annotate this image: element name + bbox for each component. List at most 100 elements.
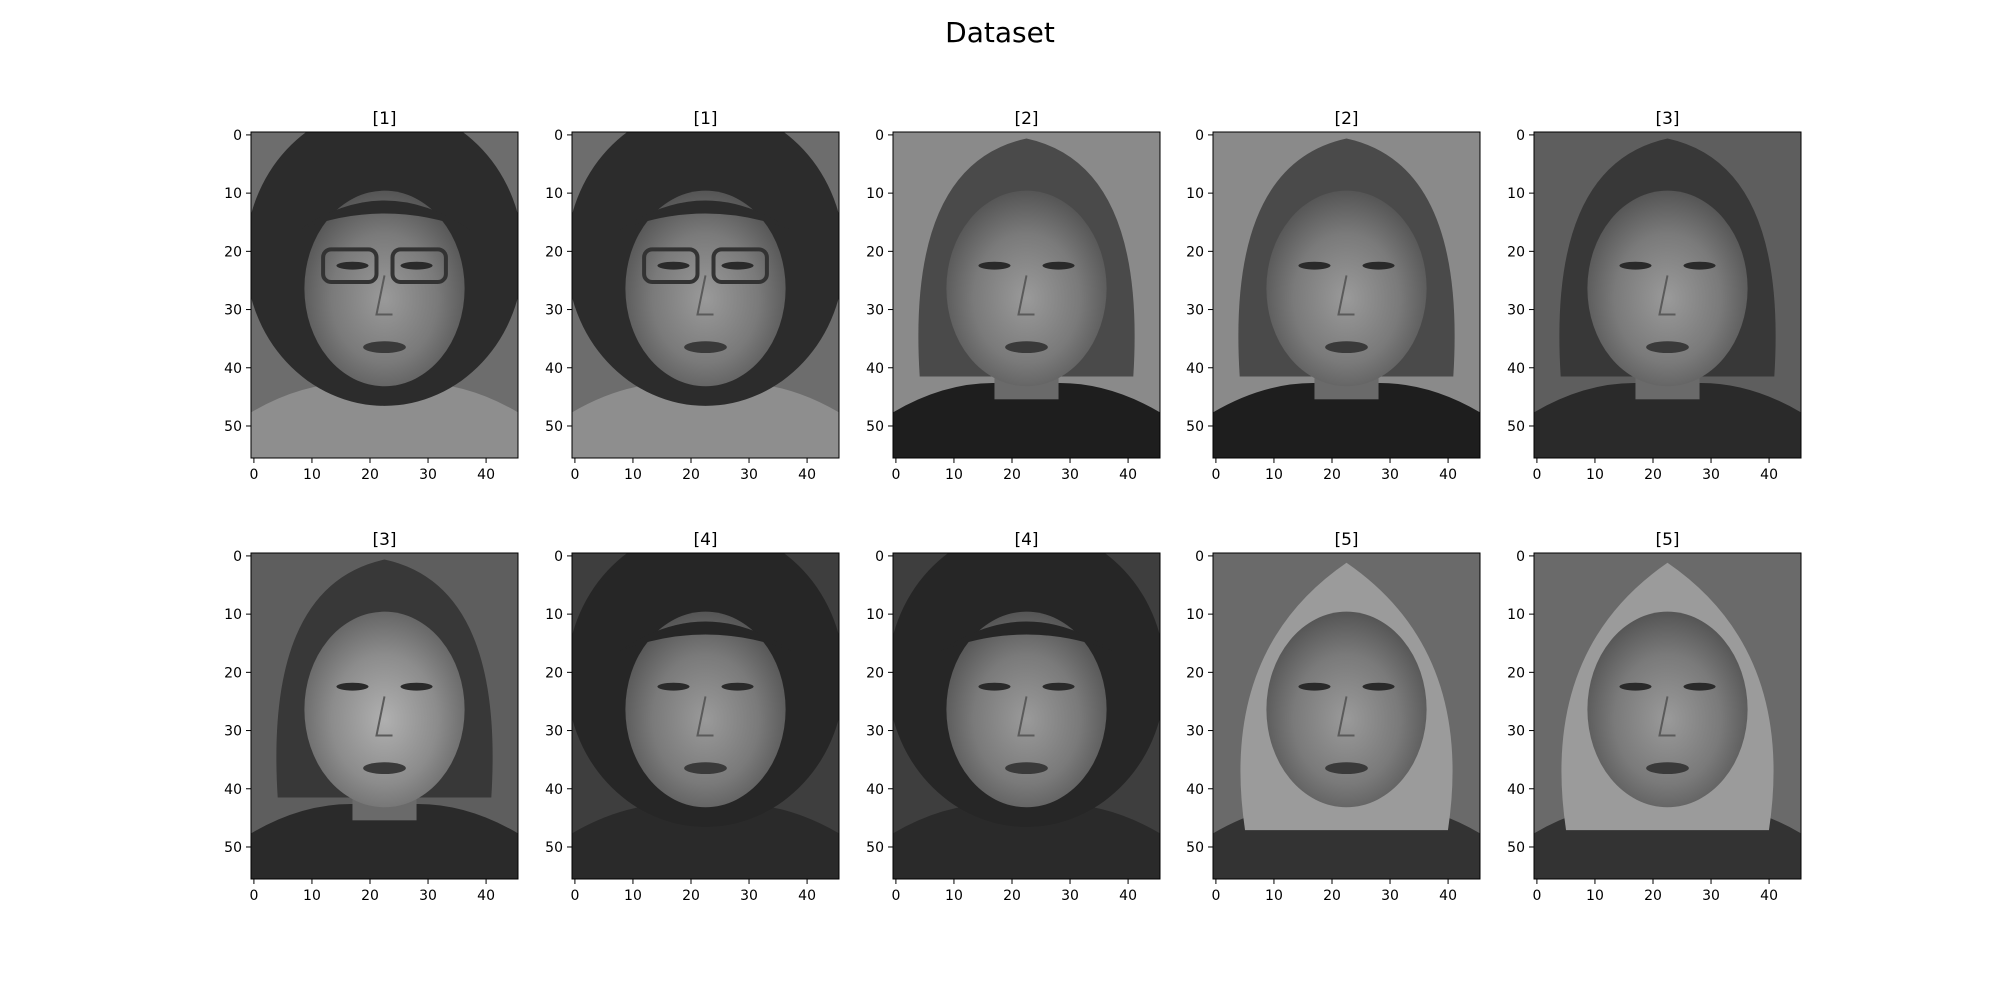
image-eye-left bbox=[978, 261, 1011, 270]
image-fringe bbox=[620, 621, 791, 651]
y-tick-label: 20 bbox=[224, 244, 242, 260]
subplot-title: [5] bbox=[1655, 530, 1679, 550]
image-mouth bbox=[1005, 762, 1048, 775]
image-eye-right bbox=[1683, 261, 1716, 270]
x-tick-label: 40 bbox=[1439, 888, 1457, 904]
image-face bbox=[625, 190, 786, 387]
x-tick-label: 30 bbox=[1061, 888, 1079, 904]
y-tick-label: 10 bbox=[866, 186, 884, 202]
x-tick-label: 10 bbox=[624, 467, 642, 483]
x-tick-label: 30 bbox=[1381, 888, 1399, 904]
y-tick-label: 50 bbox=[1186, 840, 1204, 856]
y-tick-label: 10 bbox=[866, 607, 884, 623]
subplot-frame bbox=[1533, 131, 1802, 459]
image-glasses-right bbox=[711, 247, 769, 284]
image-shoulders bbox=[572, 383, 839, 458]
y-tick-label: 50 bbox=[866, 419, 884, 435]
y-tick-label: 10 bbox=[545, 607, 563, 623]
image-nose bbox=[1337, 275, 1355, 316]
subplot-frame bbox=[1212, 552, 1481, 880]
y-tick-label: 50 bbox=[866, 840, 884, 856]
image-eye-left bbox=[336, 682, 369, 691]
image-nose bbox=[1337, 696, 1355, 737]
y-tick-label: 30 bbox=[866, 724, 884, 740]
y-tick-label: 40 bbox=[545, 361, 563, 377]
image-eye-left bbox=[1298, 261, 1331, 270]
image-shoulders bbox=[893, 804, 1160, 879]
image-nose bbox=[375, 275, 393, 316]
image-glasses-right bbox=[390, 247, 448, 284]
image-eye-right bbox=[1683, 682, 1716, 691]
x-tick-label: 10 bbox=[1586, 888, 1604, 904]
x-tick-label: 20 bbox=[1323, 467, 1341, 483]
image-face bbox=[946, 611, 1107, 808]
x-tick-label: 40 bbox=[1760, 467, 1778, 483]
image-shoulders bbox=[893, 383, 1160, 458]
subplot-panel: [3] 0 10 20 30 40 0 10 20 30 40 50 bbox=[1507, 109, 1802, 483]
subplot-title: [4] bbox=[693, 530, 717, 550]
image-eye-right bbox=[721, 682, 754, 691]
subplot-image bbox=[1213, 553, 1480, 879]
subplot-image bbox=[893, 132, 1160, 458]
subplot-image bbox=[572, 553, 839, 879]
x-tick-label: 20 bbox=[1644, 888, 1662, 904]
y-tick-label: 30 bbox=[224, 303, 242, 319]
image-face bbox=[304, 190, 465, 387]
y-tick-label: 0 bbox=[875, 549, 884, 565]
x-tick-label: 10 bbox=[945, 467, 963, 483]
panels: [1] 0 10 20 30 40 0 10 20 30 40 50 [1] 0 10 20 30 40 0 10 20… bbox=[224, 109, 1802, 904]
y-tick-label: 50 bbox=[1507, 419, 1525, 435]
figure-title: Dataset bbox=[945, 16, 1055, 49]
x-tick-label: 0 bbox=[570, 467, 579, 483]
y-tick-label: 0 bbox=[875, 128, 884, 144]
y-tick-label: 10 bbox=[224, 186, 242, 202]
y-tick-label: 30 bbox=[1507, 303, 1525, 319]
image-eye-right bbox=[400, 682, 433, 691]
y-tick-label: 50 bbox=[1507, 840, 1525, 856]
x-tick-label: 30 bbox=[1381, 467, 1399, 483]
image-mouth bbox=[363, 341, 406, 354]
y-tick-label: 20 bbox=[866, 244, 884, 260]
x-tick-label: 0 bbox=[1211, 888, 1220, 904]
image-shoulders bbox=[251, 383, 518, 458]
y-tick-label: 10 bbox=[1507, 186, 1525, 202]
x-tick-label: 30 bbox=[1061, 467, 1079, 483]
subplot-frame bbox=[571, 131, 840, 459]
x-tick-label: 10 bbox=[1586, 467, 1604, 483]
x-tick-label: 10 bbox=[303, 467, 321, 483]
x-tick-label: 40 bbox=[798, 467, 816, 483]
image-face bbox=[625, 611, 786, 808]
x-tick-label: 20 bbox=[1003, 888, 1021, 904]
y-tick-label: 10 bbox=[545, 186, 563, 202]
subplot-panel: [4] 0 10 20 30 40 0 10 20 30 40 50 bbox=[545, 530, 840, 904]
y-tick-label: 0 bbox=[1195, 549, 1204, 565]
y-tick-label: 10 bbox=[1186, 186, 1204, 202]
image-eye-left bbox=[1619, 261, 1652, 270]
y-tick-label: 0 bbox=[233, 128, 242, 144]
subplot-frame bbox=[1533, 552, 1802, 880]
image-face bbox=[1587, 190, 1748, 387]
x-tick-label: 0 bbox=[1532, 467, 1541, 483]
y-tick-label: 50 bbox=[545, 840, 563, 856]
image-eye-right bbox=[721, 261, 754, 270]
image-eye-right bbox=[1362, 261, 1395, 270]
subplot-image bbox=[1534, 553, 1801, 879]
image-eye-right bbox=[1042, 682, 1075, 691]
x-tick-label: 10 bbox=[1265, 467, 1283, 483]
image-mouth bbox=[1005, 341, 1048, 354]
subplot-panel: [5] 0 10 20 30 40 0 10 20 30 40 50 bbox=[1507, 530, 1802, 904]
x-tick-label: 20 bbox=[1323, 888, 1341, 904]
subplot-title: [2] bbox=[1014, 109, 1038, 129]
x-tick-label: 10 bbox=[1265, 888, 1283, 904]
x-tick-label: 0 bbox=[570, 888, 579, 904]
image-face bbox=[1266, 190, 1427, 387]
image-mouth bbox=[1325, 341, 1368, 354]
image-nose bbox=[1017, 275, 1035, 316]
x-tick-label: 20 bbox=[361, 888, 379, 904]
image-mouth bbox=[684, 341, 727, 354]
subplot-panel: [1] 0 10 20 30 40 0 10 20 30 40 50 bbox=[545, 109, 840, 483]
x-tick-label: 30 bbox=[740, 467, 758, 483]
image-eye-left bbox=[336, 261, 369, 270]
subplot-frame bbox=[571, 552, 840, 880]
